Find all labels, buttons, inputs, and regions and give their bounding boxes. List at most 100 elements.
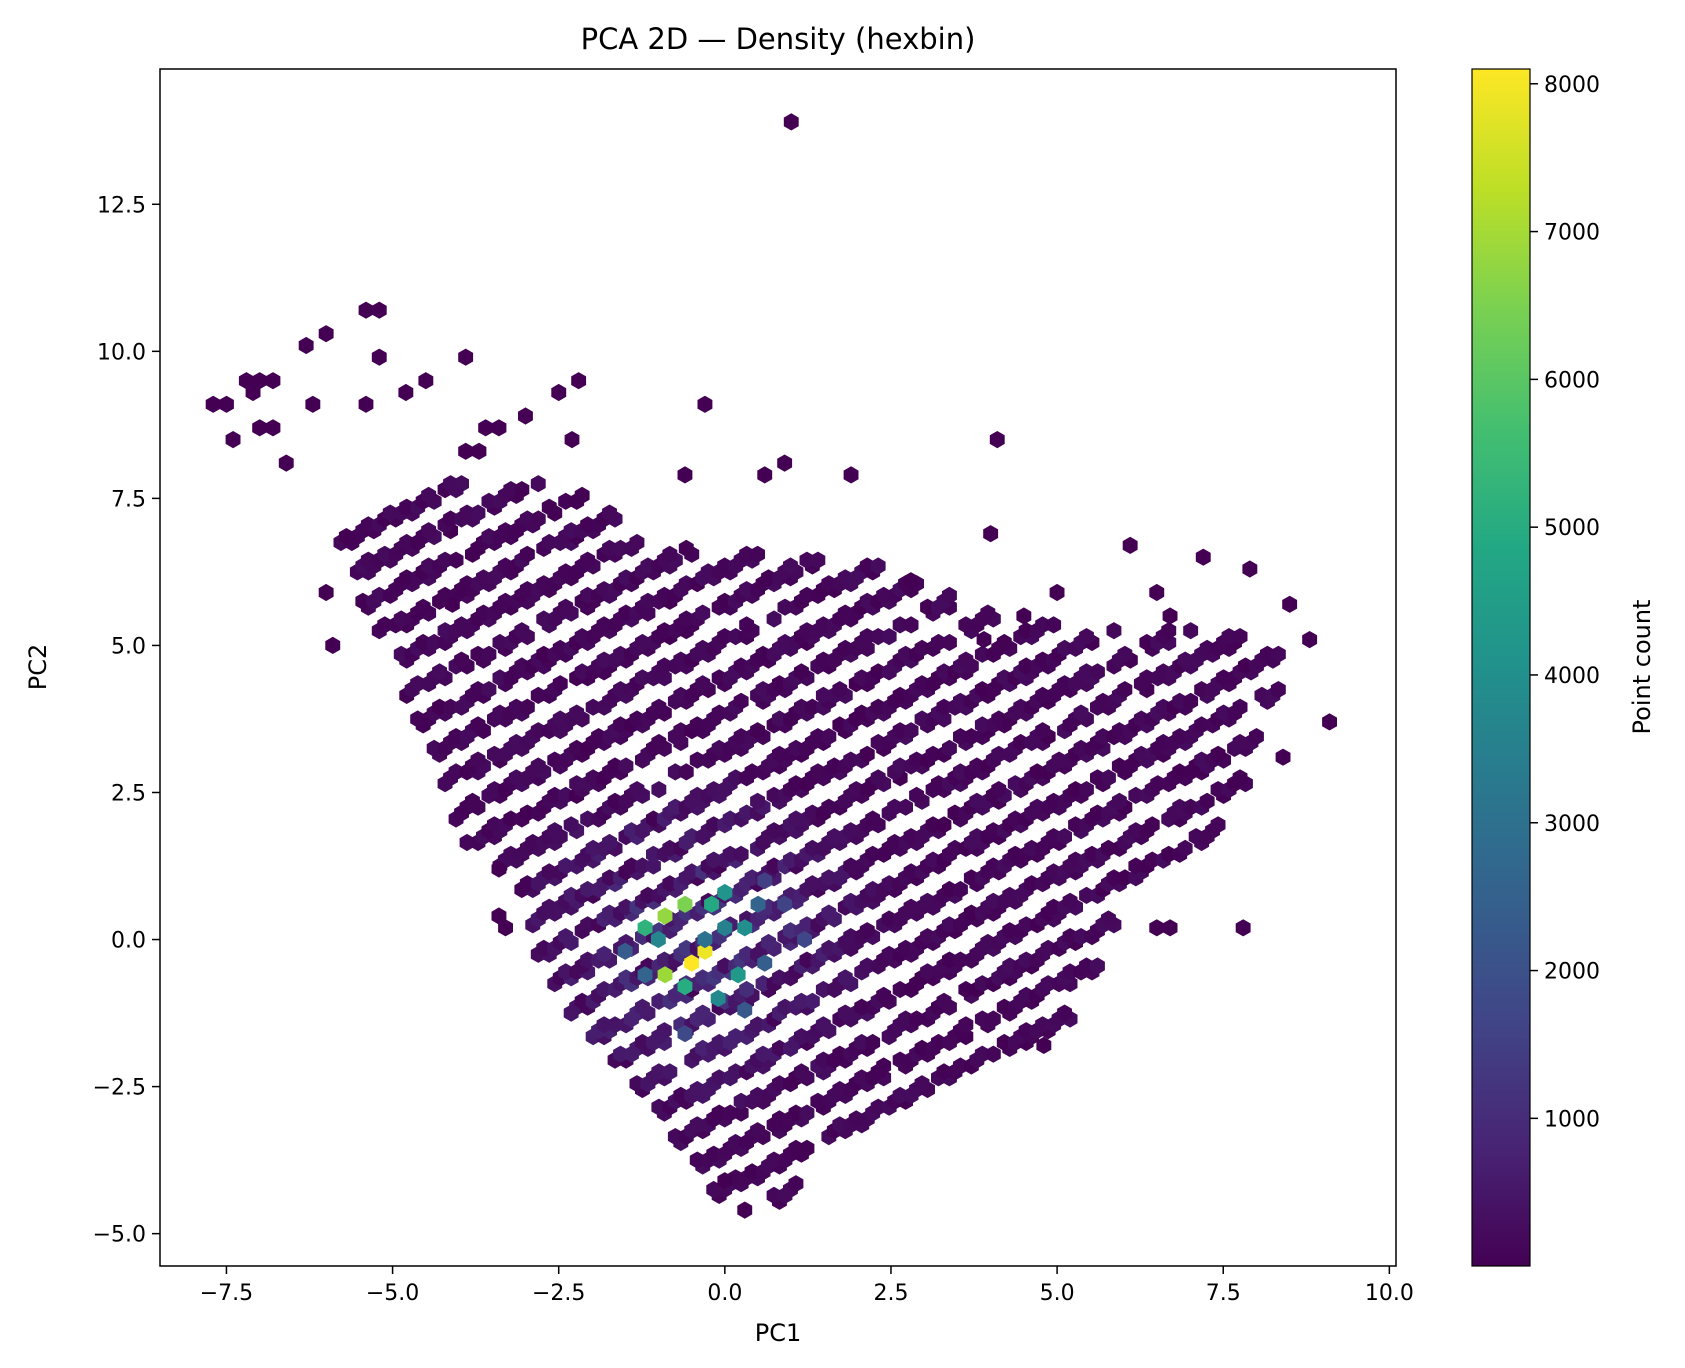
hexbin-cell <box>1232 769 1248 787</box>
y-axis: −5.0 −2.5 0.0 2.5 5.0 7.5 10.0 12.5 <box>93 193 160 1248</box>
hexbin-cell <box>298 336 314 355</box>
hexbin-cell <box>1079 628 1094 646</box>
hexbin-cell <box>733 1104 749 1122</box>
hexbin-cell <box>519 545 535 563</box>
hexbin-cell <box>1322 713 1337 731</box>
hexbin-cell <box>225 431 241 449</box>
hexbin-cell <box>596 945 612 963</box>
hexbin-cell <box>448 551 464 569</box>
hexbin-cell <box>530 510 546 528</box>
hexbin-cell <box>252 419 268 437</box>
hexbin-cell <box>563 816 579 834</box>
hexbin-cell <box>1270 645 1286 663</box>
hexbin-cell <box>909 786 924 804</box>
hexbin-cell <box>942 739 957 757</box>
colorbar-tick-label: 3000 <box>1544 812 1600 837</box>
y-tick-label: 10.0 <box>97 340 146 365</box>
hexbin-cell <box>903 572 919 590</box>
colorbar-tick-label: 5000 <box>1544 516 1600 541</box>
hexbin-cell <box>656 1022 672 1040</box>
hexbin-cell <box>265 419 281 437</box>
hexbin-cell <box>421 522 437 540</box>
hexbin-cell <box>205 395 221 413</box>
hexbin-cell <box>794 663 809 681</box>
hexbin-cell <box>810 551 826 569</box>
hexbin-cell <box>797 930 812 949</box>
hexbin-cell <box>953 880 968 899</box>
hexbin-cell <box>1057 1004 1072 1022</box>
hexbin-cell <box>491 419 507 437</box>
hexbin-cell <box>737 1001 753 1019</box>
y-axis-title: PC2 <box>24 644 52 691</box>
hexbin-cell <box>799 1139 815 1157</box>
x-tick-label: 2.5 <box>873 1281 908 1306</box>
hexbin-cell <box>470 716 486 734</box>
hexbin-cell <box>737 1201 753 1219</box>
hexbin-cell <box>1210 745 1226 763</box>
hexbin-cell <box>783 557 798 575</box>
hexbin-cell <box>757 954 773 972</box>
hexbin-cell <box>1149 919 1165 937</box>
colorbar-tick-label: 1000 <box>1544 1107 1600 1132</box>
colorbar-tick-label: 4000 <box>1544 664 1600 689</box>
hexbin-cell <box>704 895 719 913</box>
x-tick-label: −5.0 <box>366 1281 419 1306</box>
hexbin-cell <box>498 919 513 937</box>
hexbin-cell <box>777 895 793 913</box>
hexbin-cell <box>898 798 913 816</box>
hexbin-cell <box>1232 698 1248 716</box>
hexbin-cell <box>1122 536 1138 554</box>
hexbin-cell <box>1079 781 1094 799</box>
hexbin-cell <box>815 1016 831 1034</box>
hexbin-cell <box>717 1172 733 1190</box>
hexbin-cell <box>552 675 568 693</box>
hexbin-cell <box>989 431 1005 449</box>
x-axis: −7.5 −5.0 −2.5 0.0 2.5 5.0 7.5 10.0 <box>200 1266 1414 1306</box>
hexbin-cell <box>766 610 782 628</box>
hexbin-cell <box>569 704 585 722</box>
x-tick-label: 5.0 <box>1040 1281 1075 1306</box>
hexbin-cell <box>942 586 957 604</box>
hexbin-cell <box>717 883 733 902</box>
hexbin-cell <box>371 301 387 319</box>
hexbin-cell <box>1101 769 1116 787</box>
hexbin-cell <box>1177 839 1193 857</box>
hexbin-cell <box>245 383 261 402</box>
hexbin-cell <box>530 475 546 493</box>
hexbin-cell <box>358 395 374 413</box>
hexbin-cell <box>697 930 713 949</box>
hexbin-cell <box>859 922 875 940</box>
hexbin-cell <box>278 454 294 472</box>
hexbin-cell <box>750 792 765 810</box>
hexbin-cell <box>454 651 469 669</box>
hexbin-cell <box>252 372 268 390</box>
hexbin-cell <box>571 372 587 390</box>
hexbin-cell <box>491 907 507 925</box>
hexbin-cell <box>580 551 596 569</box>
hexbin-cell <box>695 1004 711 1022</box>
hexbin-cell <box>903 616 919 634</box>
hexbin-cell <box>371 348 387 366</box>
hexbin-cell <box>574 486 590 504</box>
hexbin-cell <box>657 907 673 925</box>
hexbin-cell <box>684 954 700 972</box>
hexbin-cell <box>677 466 693 484</box>
hexbin-cell <box>602 504 617 522</box>
hexbin-cell <box>710 989 726 1007</box>
hexbin-cell <box>238 372 254 390</box>
hexbin-cell <box>788 1175 804 1193</box>
hexbin-cell <box>985 1045 1001 1063</box>
colorbar-tick-label: 8000 <box>1544 73 1600 98</box>
hexbin-cell <box>1199 792 1215 810</box>
hexbin-cell <box>470 751 486 769</box>
hexbin-cell <box>695 604 711 622</box>
hexbin-cell <box>318 583 334 602</box>
hexbin-cell <box>650 930 666 949</box>
hexbin-cell <box>761 933 776 952</box>
hexbin-cell <box>942 633 957 652</box>
hexbin-cell <box>958 651 974 669</box>
hexbin-cell <box>737 919 753 937</box>
hexbin-cell <box>454 475 469 493</box>
hexbin-cell <box>739 616 754 634</box>
hexbin-cell <box>1046 616 1062 634</box>
